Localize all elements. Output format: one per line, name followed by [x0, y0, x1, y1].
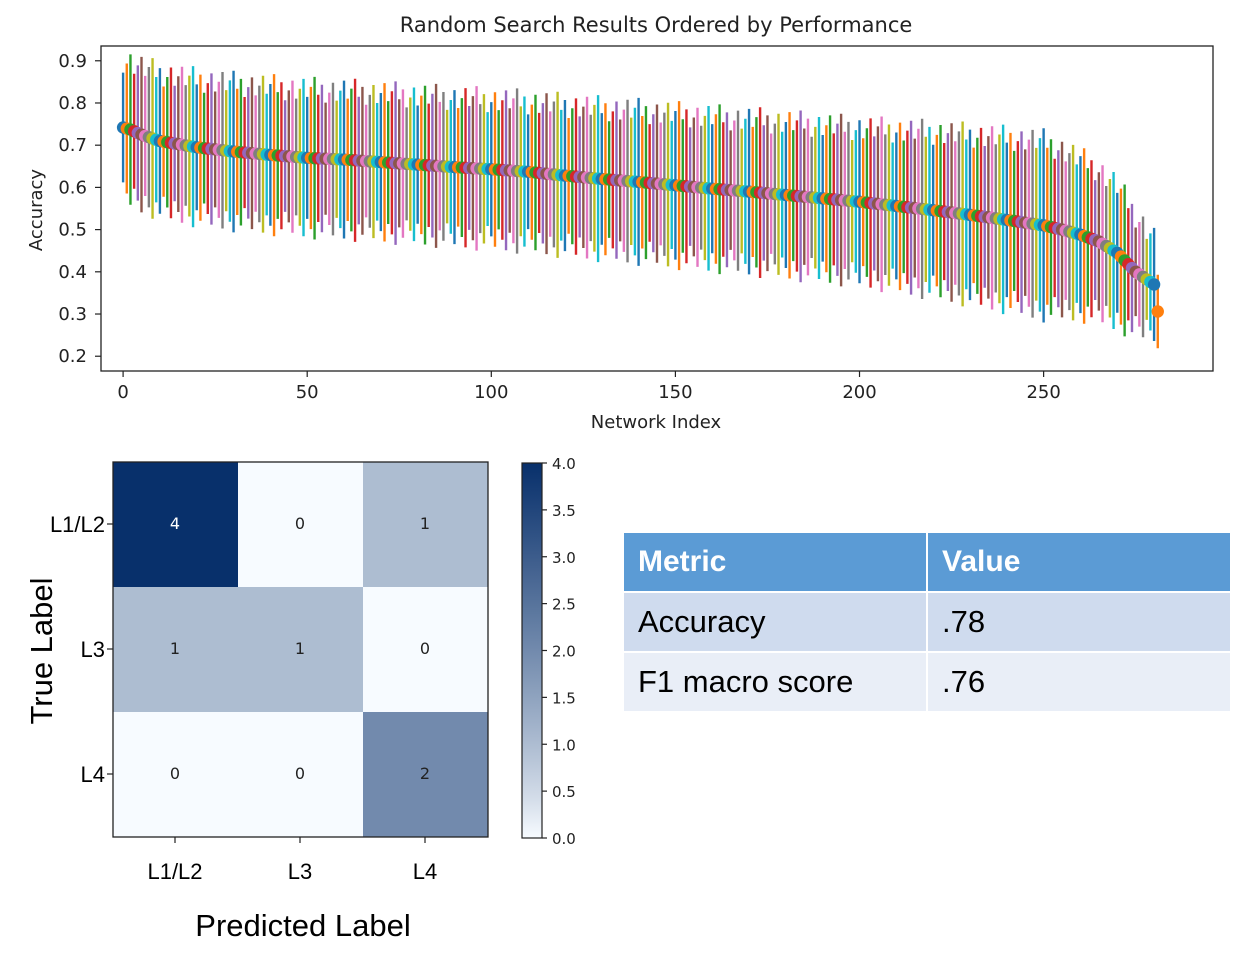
colorbar-tick-label: 0.0: [552, 830, 576, 848]
heatmap-cell-label: 1: [420, 514, 430, 533]
colorbar-tick-label: 3.5: [552, 502, 576, 520]
y-tick-label: L3: [81, 637, 105, 662]
heatmap-cell-label: 0: [295, 514, 305, 533]
metrics-table: Metric Value Accuracy .78 F1 macro score…: [622, 531, 1232, 713]
heatmap-cell: [363, 587, 488, 712]
data-point: [1151, 305, 1164, 318]
table-row: Accuracy .78: [622, 591, 1232, 653]
accuracy-errorbar-chart: Random Search Results Ordered by Perform…: [26, 13, 1214, 433]
heatmap-cell-label: 0: [170, 764, 180, 783]
metric-name-cell: Accuracy: [622, 591, 928, 653]
heatmap-cell-label: 1: [295, 639, 305, 658]
colorbar-tick-label: 1.5: [552, 689, 576, 707]
data-point: [1147, 278, 1161, 291]
y-tick-label: 0.9: [58, 51, 87, 72]
y-tick-label: 0.2: [58, 346, 87, 367]
heatmap-cell-label: 1: [170, 639, 180, 658]
heatmap-cell-label: 0: [420, 639, 430, 658]
colorbar-tick-label: 0.5: [552, 783, 576, 801]
metric-name-cell: F1 macro score: [622, 651, 928, 713]
heatmap-cell: [113, 587, 238, 712]
x-tick-label: L1/L2: [147, 859, 202, 884]
x-tick-label: 250: [1026, 382, 1060, 403]
true-label-axis-title: True Label: [24, 577, 59, 724]
y-tick-label: L1/L2: [50, 512, 105, 537]
confusion-matrix-cells: 4 0 1 1 1 0 0 0 2: [113, 462, 488, 837]
metric-column-header: Metric: [622, 531, 928, 593]
heatmap-cell: [113, 462, 238, 587]
y-tick-label: 0.4: [58, 262, 87, 283]
heatmap-cell: [238, 462, 363, 587]
y-tick-label: L4: [81, 762, 105, 787]
metrics-table-header-row: Metric Value: [622, 531, 1232, 593]
y-tick-label: 0.6: [58, 177, 87, 198]
metric-value-cell: .76: [926, 651, 1232, 713]
heatmap-cell: [113, 712, 238, 837]
colorbar-tick-label: 1.0: [552, 736, 576, 754]
chart-title: Random Search Results Ordered by Perform…: [400, 13, 913, 37]
confusion-matrix: 4 0 1 1 1 0 0 0 2 L1/L2 L3 L4 L1/L2 L3 L4 0.0 0.5 1.0 1.…: [24, 455, 576, 943]
heatmap-cell: [238, 587, 363, 712]
metric-value-cell: .78: [926, 591, 1232, 653]
plot-frame: [100, 45, 1214, 372]
predicted-label-axis-title: Predicted Label: [195, 908, 410, 943]
colorbar-gradient: [521, 462, 543, 839]
y-axis-label: Accuracy: [26, 169, 47, 252]
colorbar-tick-label: 3.0: [552, 549, 576, 567]
x-tick-label: L3: [288, 859, 312, 884]
y-axis-ticks: 0.2 0.3 0.4 0.5 0.6 0.7 0.8 0.9: [58, 51, 101, 367]
heatmap-cell-label: 2: [420, 764, 430, 783]
x-axis-label: Network Index: [591, 412, 722, 433]
heatmap-cell-label: 4: [170, 514, 180, 533]
y-tick-label: 0.8: [58, 93, 87, 114]
table-row: F1 macro score .76: [622, 651, 1232, 713]
x-axis-ticks: 0 50 100 150 200 250: [117, 371, 1061, 403]
heatmap-cell: [238, 712, 363, 837]
heatmap-ticks: L1/L2 L3 L4 L1/L2 L3 L4: [50, 512, 437, 884]
heatmap-cell-label: 0: [295, 764, 305, 783]
y-tick-label: 0.5: [58, 220, 87, 241]
heatmap-cell: [363, 462, 488, 587]
colorbar: 0.0 0.5 1.0 1.5 2.0 2.5 3.0 3.5 4.0: [521, 455, 576, 848]
x-tick-label: L4: [413, 859, 437, 884]
y-tick-label: 0.7: [58, 135, 87, 156]
x-tick-label: 100: [474, 382, 508, 403]
x-tick-label: 200: [842, 382, 876, 403]
heatmap-cell: [363, 712, 488, 837]
colorbar-tick-label: 2.5: [552, 596, 576, 614]
x-tick-label: 0: [117, 382, 128, 403]
error-bars: [121, 54, 1159, 349]
data-points: [116, 121, 1164, 318]
colorbar-tick-label: 2.0: [552, 643, 576, 661]
x-tick-label: 150: [658, 382, 692, 403]
value-column-header: Value: [926, 531, 1232, 593]
x-tick-label: 50: [296, 382, 319, 403]
colorbar-tick-label: 4.0: [552, 455, 576, 473]
y-tick-label: 0.3: [58, 304, 87, 325]
